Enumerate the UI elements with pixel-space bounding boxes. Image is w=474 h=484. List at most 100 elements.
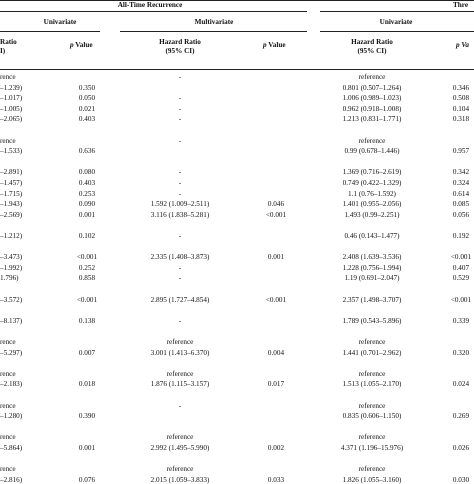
table-cell-c2: 0.252 <box>78 263 96 272</box>
table-cell-c3: - <box>178 104 182 113</box>
group-header-underline-all-time <box>0 11 307 12</box>
table-cell-c1: rence <box>0 73 16 81</box>
table-cell-c1: –2.891) <box>0 168 23 177</box>
table-cell-c1: rence <box>0 369 16 378</box>
table-cell-c6: 0.407 <box>452 263 470 272</box>
table-cell-c5: 1.441 (0.701–2.962) <box>342 348 402 357</box>
table-cell-c2: 0.080 <box>78 168 96 177</box>
table-cell-c5: 1.401 (0.955–2.056) <box>342 200 402 209</box>
table-cell-c1: –1.239) <box>0 83 23 92</box>
table-cell-c2: <0.001 <box>76 295 98 304</box>
col-p-left: p Value <box>70 41 93 49</box>
table-cell-c5: 1.1 (0.76–1.592) <box>348 189 396 198</box>
table-cell-c5: 0.801 (0.507–1.264) <box>342 83 402 92</box>
table-cell-c6: 0.085 <box>452 200 470 209</box>
table-cell-c5: 1.19 (0.691–2.047) <box>344 274 400 283</box>
table-cell-c6: <0.001 <box>450 253 472 262</box>
table-cell-c6: 0.026 <box>452 444 470 452</box>
table-cell-c5: 2.408 (1.639–3.536) <box>342 253 402 262</box>
table-cell-c1: –5.864) <box>0 444 23 452</box>
table-cell-c5: reference <box>358 73 386 81</box>
table-cell-c3: - <box>178 94 182 103</box>
table-cell-c4: 0.017 <box>267 380 285 389</box>
table-cell-c5: reference <box>358 369 386 378</box>
subheader-univariate-right: Univariate <box>379 18 413 26</box>
table-cell-c6: 0.269 <box>452 412 470 421</box>
table-cell-c3: reference <box>166 433 194 442</box>
table-cell-c6: 0.192 <box>452 232 470 240</box>
table-cell-c6: 0.346 <box>452 83 470 92</box>
table-cell-c3: reference <box>166 465 194 474</box>
table-cell-c2: 0.090 <box>78 200 96 209</box>
table-cell-c6: 0.508 <box>452 94 470 103</box>
table-cell-c3: - <box>178 115 182 124</box>
table-cell-c5: 0.749 (0.422–1.329) <box>342 179 402 187</box>
subheader-underline-univariate-right <box>320 31 474 32</box>
table-cell-c3: 2.895 (1.727–4.854) <box>150 295 210 304</box>
table-cell-c6: 0.030 <box>452 475 470 484</box>
col-hr-right-line2: (95% CI) <box>357 47 387 55</box>
subheader-underline-multivariate <box>120 31 307 32</box>
table-cell-c3: - <box>178 263 182 272</box>
col-p-right-partial: p Va <box>456 41 469 49</box>
table-cell-c6: <0.001 <box>450 295 472 304</box>
subheader-multivariate: Multivariate <box>194 18 234 26</box>
table-cell-c4: 0.002 <box>267 444 285 452</box>
col-p-left-p: p <box>70 41 74 49</box>
table-cell-c3: - <box>178 316 182 325</box>
table-cell-c3: - <box>178 136 182 145</box>
table-cell-c2: 0.076 <box>78 475 96 484</box>
table-cell-c2: 0.007 <box>78 348 96 357</box>
top-rule <box>0 0 474 1</box>
table-cell-c1: –1.212) <box>0 232 23 240</box>
table-cell-c5: reference <box>358 401 386 410</box>
table-cell-c5: 1.493 (0.99–2.251) <box>344 210 400 219</box>
table-cell-c5: 1.789 (0.543–5.896) <box>342 316 402 325</box>
table-cell-c5: 1.369 (0.716–2.619) <box>342 168 402 177</box>
table-cell-c4: <0.001 <box>265 210 287 219</box>
table-cell-c5: 4.371 (1.196–15.976) <box>340 444 404 452</box>
col-hr-mid-line2: (95% CI) <box>165 47 195 55</box>
table-cell-c1: –1.715) <box>0 189 23 198</box>
table-cell-c3: reference <box>166 338 194 346</box>
subheader-underline-univariate-left <box>0 31 100 32</box>
table-cell-c1: –1.533) <box>0 147 23 156</box>
table-cell-c1: rence <box>0 401 16 410</box>
table-cell-c6: 0.339 <box>452 316 470 325</box>
table-cell-c1: –2.569) <box>0 210 23 219</box>
table-cell-c2: 0.858 <box>78 274 96 283</box>
table-cell-c3: 1.592 (1.009–2.511) <box>150 200 210 209</box>
table-cell-c4: 0.004 <box>267 348 285 357</box>
table-cell-c3: 3.001 (1.413–6.370) <box>150 348 210 357</box>
table-cell-c4: 0.033 <box>267 475 285 484</box>
table-cell-c3: - <box>178 401 182 410</box>
table-cell-c1: –1.005) <box>0 104 23 113</box>
group-header-all-time: All-Time Recurrence <box>117 1 183 9</box>
table-cell-c1: –1.280) <box>0 412 23 421</box>
table-cell-c3: 3.116 (1.838–5.281) <box>150 210 210 219</box>
table-cell-c1: –1.992) <box>0 263 23 272</box>
col-p-mid-p: p <box>263 41 267 49</box>
table-cell-c6: 0.614 <box>452 189 470 198</box>
table-cell-c2: 0.018 <box>78 380 96 389</box>
table-cell-c6: 0.324 <box>452 179 470 187</box>
table-cell-c1: rence <box>0 338 16 346</box>
table-cell-c1: –1.017) <box>0 94 23 103</box>
table-cell-c5: 1.006 (0.989–1.023) <box>342 94 402 103</box>
table-cell-c2: 0.390 <box>78 412 96 421</box>
table-cell-c1: –3.473) <box>0 253 23 262</box>
table-cell-c5: 2.357 (1.498–3.707) <box>342 295 402 304</box>
table-cell-c5: reference <box>358 433 386 442</box>
table-cell-c6: 0.056 <box>452 210 470 219</box>
table-cell-c4: 0.001 <box>267 253 285 262</box>
col-hr-left-line1: Ratio <box>0 38 17 46</box>
table-cell-c5: 0.835 (0.606–1.150) <box>342 412 402 421</box>
table-cell-c2: 0.001 <box>78 210 96 219</box>
table-cell-c4: 0.046 <box>267 200 285 209</box>
table-cell-c2: 0.001 <box>78 444 96 452</box>
table-cell-c5: 1.826 (1.055–3.160) <box>342 475 402 484</box>
table-cell-c3: - <box>178 179 182 187</box>
table-cell-c6: 0.342 <box>452 168 470 177</box>
table-cell-c2: 0.403 <box>78 179 96 187</box>
table-cell-c1: –3.572) <box>0 295 23 304</box>
